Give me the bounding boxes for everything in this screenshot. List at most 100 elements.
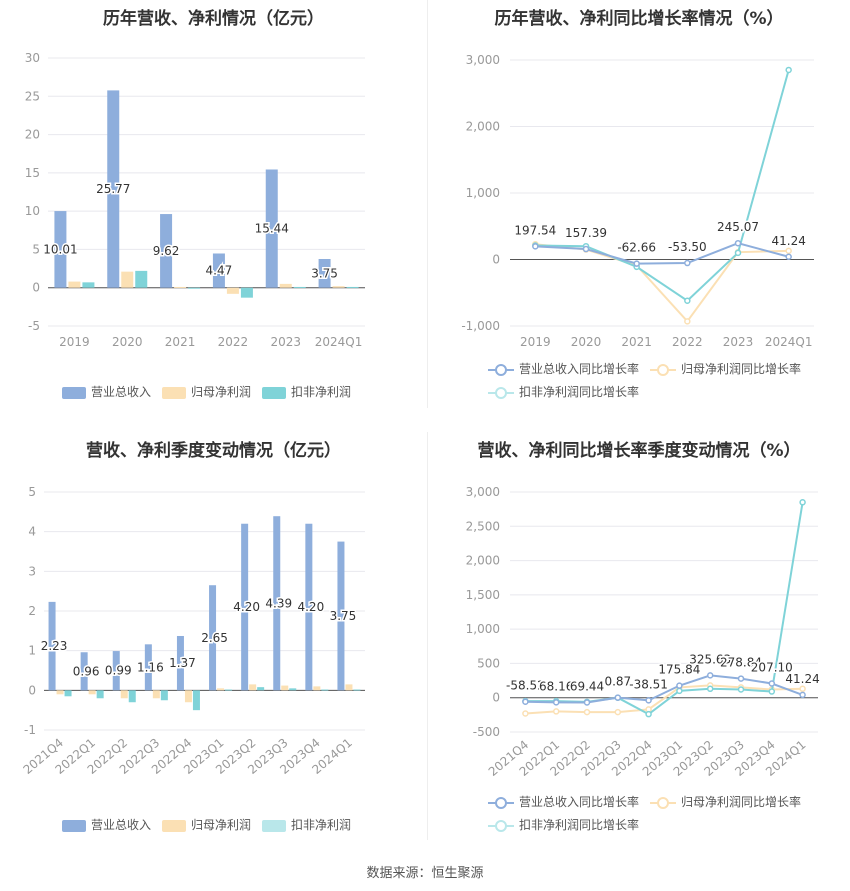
bar-net-profit	[56, 690, 64, 695]
y-tick-label: 0	[492, 253, 500, 267]
point-deducted-growth	[734, 249, 742, 257]
y-tick-label: 2	[28, 604, 36, 618]
legend-line	[488, 819, 514, 832]
legend-item-revenue-growth[interactable]: 营业总收入同比增长率	[488, 793, 639, 810]
point-revenue-growth	[522, 698, 529, 705]
bar-net-profit	[332, 286, 345, 288]
y-tick-label: 20	[25, 128, 40, 142]
point-deducted-growth	[737, 686, 745, 693]
bar-deducted-profit	[293, 286, 306, 288]
legend-item-revenue-growth[interactable]: 营业总收入同比增长率	[488, 360, 639, 377]
legend-item-deducted-profit[interactable]: 扣非净利润	[262, 816, 351, 833]
point-deducted-growth	[645, 710, 652, 718]
data-source-note: 数据来源：恒生聚源	[366, 866, 484, 881]
legend-item-net-profit-growth[interactable]: 归母净利润同比增长率	[650, 360, 801, 377]
point-revenue-growth	[706, 672, 714, 679]
point-revenue-growth	[734, 239, 742, 247]
point-revenue-growth	[552, 699, 560, 706]
bar-deducted-profit	[289, 688, 297, 691]
data-label: 10.01	[43, 242, 77, 256]
data-label: 1.16	[137, 660, 164, 674]
point-deducted-growth	[684, 297, 691, 304]
data-label: 2.65	[201, 631, 228, 645]
panel-annual-growth: 历年营收、净利同比增长率情况（%） -1,000 0 1,000 2,000 3,000…	[428, 0, 850, 420]
panel-quarterly-growth: 营收、净利同比增长率季度变动情况（%） -500 0 500 1,000 1,500 2,…	[428, 432, 850, 852]
y-tick-label: 1,500	[466, 588, 500, 602]
point-revenue-growth	[768, 680, 776, 687]
legend-label: 扣非净利润同比增长率	[519, 818, 640, 832]
legend-item-revenue[interactable]: 营业总收入	[62, 383, 151, 400]
x-tick-label: 2020	[112, 335, 143, 349]
legend-item-deducted-growth[interactable]: 扣非净利润同比增长率	[488, 816, 639, 833]
legend-label: 扣非净利润	[291, 818, 352, 832]
point-deducted-growth	[785, 66, 792, 74]
chart-title: 历年营收、净利同比增长率情况（%）	[494, 9, 784, 29]
bar-revenue	[265, 169, 278, 288]
data-label: -62.66	[617, 241, 656, 255]
legend-label: 扣非净利润同比增长率	[519, 385, 640, 399]
bar-revenue	[80, 652, 88, 691]
data-label: 4.20	[233, 600, 260, 614]
bar-deducted-profit	[240, 287, 253, 298]
bar-deducted-profit	[160, 690, 168, 701]
point-net-profit-growth	[522, 710, 529, 717]
legend-item-net-profit[interactable]: 归母净利润	[162, 816, 251, 833]
point-revenue-growth	[676, 682, 683, 689]
legend-swatch	[262, 819, 286, 832]
panel-annual-amount: 历年营收、净利情况（亿元） -5 0 5 10 15 20 25 30 2019 2020 2021…	[0, 0, 427, 420]
legend-item-deducted-growth[interactable]: 扣非净利润同比增长率	[488, 383, 639, 400]
legend-item-revenue[interactable]: 营业总收入	[62, 816, 151, 833]
bar-net-profit	[174, 286, 187, 288]
bar-net-profit	[120, 690, 128, 699]
x-tick-label: 2023	[270, 335, 301, 349]
y-tick-label: 1	[28, 644, 36, 658]
point-net-profit-growth	[799, 685, 806, 693]
panel-quarterly-amount: 营收、净利季度变动情况（亿元） -1 0 1 2 3 4 5 2021Q4 2022Q1 2022…	[0, 432, 427, 852]
legend-swatch	[162, 819, 186, 832]
bar-net-profit	[279, 283, 292, 288]
y-tick-label: 0	[32, 281, 40, 295]
bar-revenue	[48, 601, 56, 691]
legend-line	[650, 796, 676, 809]
annual-amount-chart: -5 0 5 10 15 20 25 30 2019 2020 2021 2022 2023 2024Q1…	[25, 51, 365, 349]
bar-deducted-profit	[64, 690, 72, 697]
point-net-profit-growth	[684, 318, 691, 325]
data-label: -58.52	[506, 679, 545, 693]
bar-deducted-profit	[257, 687, 265, 691]
bar-revenue	[160, 214, 173, 288]
bar-revenue	[54, 211, 67, 288]
chart-title: 历年营收、净利情况（亿元）	[103, 9, 324, 29]
bar-net-profit	[345, 684, 353, 691]
point-revenue-growth	[645, 697, 652, 704]
data-label: 0.96	[73, 664, 100, 678]
bar-deducted-profit	[346, 286, 359, 288]
legend-item-net-profit[interactable]: 归母净利润	[162, 383, 251, 400]
y-tick-label: -500	[473, 725, 500, 739]
y-tick-label: 15	[25, 166, 40, 180]
bar-net-profit	[226, 287, 239, 294]
y-tick-label: -1	[24, 723, 36, 737]
y-tick-label: 3	[28, 564, 36, 578]
legend-swatch	[62, 819, 86, 832]
legend-item-net-profit-growth[interactable]: 归母净利润同比增长率	[650, 793, 801, 810]
data-label: 1.37	[169, 656, 196, 670]
data-label: 69.44	[570, 679, 604, 693]
x-tick-label: 2021	[621, 335, 652, 349]
legend-item-deducted-profit[interactable]: 扣非净利润	[262, 383, 351, 400]
series-line-net-profit-growth	[525, 684, 803, 715]
legend-label: 扣非净利润	[291, 385, 352, 399]
bar-revenue	[337, 541, 345, 691]
y-tick-label: -1,000	[461, 319, 500, 333]
point-revenue-growth	[633, 260, 640, 267]
bar-deducted-profit	[128, 690, 136, 703]
legend-label: 营业总收入	[91, 385, 152, 399]
point-revenue-growth	[614, 694, 622, 701]
bar-net-profit	[184, 690, 192, 703]
bar-net-profit	[152, 690, 160, 699]
chart-title: 营收、净利同比增长率季度变动情况（%）	[477, 441, 801, 461]
point-revenue-growth	[799, 691, 806, 699]
chart-title: 营收、净利季度变动情况（亿元）	[86, 441, 341, 461]
legend-line	[488, 386, 514, 399]
quarterly-amount-chart: -10123452021Q42022Q12022Q22022Q32022Q420…	[20, 485, 365, 777]
y-tick-label: 25	[25, 89, 40, 103]
